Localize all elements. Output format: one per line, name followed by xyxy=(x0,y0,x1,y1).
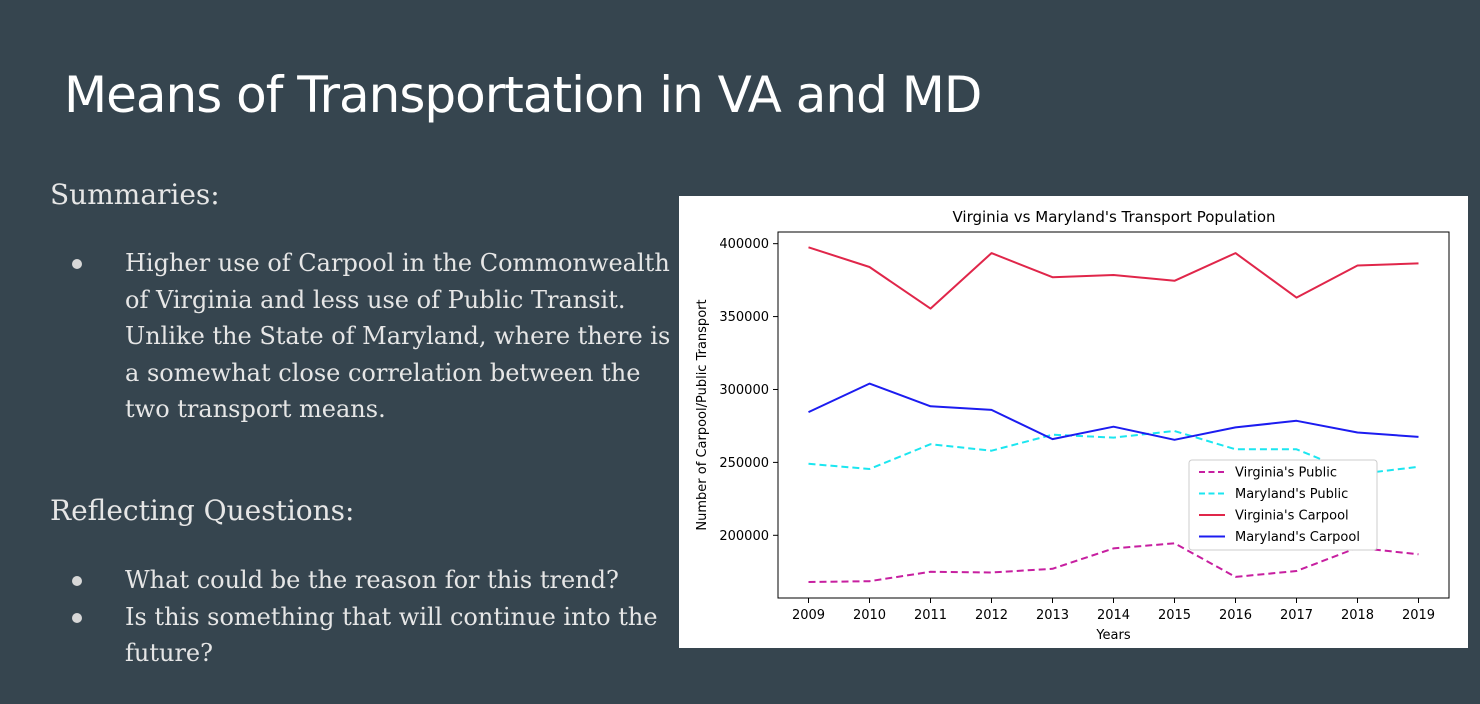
x-tick-label: 2014 xyxy=(1097,608,1130,623)
series-line xyxy=(808,382,1419,441)
chart-title: Virginia vs Maryland's Transport Populat… xyxy=(952,208,1275,226)
x-axis: 2009 2010 2011 2012 2013 2014 2015 2016 2017 2018… xyxy=(792,598,1435,623)
list-item: Is this something that will continue int… xyxy=(70,599,670,672)
y-axis-label: Number of Carpool/Public Transport xyxy=(695,299,710,530)
slide-title: Means of Transportation in VA and MD xyxy=(64,66,982,124)
legend: Virginia's Public Maryland's Public Virgin… xyxy=(1188,459,1378,551)
x-tick-label: 2018 xyxy=(1341,608,1374,623)
chart-container: Virginia vs Maryland's Transport Populat… xyxy=(679,196,1468,648)
summaries-heading: Summaries: xyxy=(50,178,220,211)
x-tick-label: 2017 xyxy=(1280,608,1313,623)
x-tick-label: 2010 xyxy=(853,608,886,623)
x-axis-label: Years xyxy=(1095,628,1131,643)
x-tick-label: 2019 xyxy=(1402,608,1435,623)
series-lines xyxy=(808,246,1419,583)
legend-label: Virginia's Carpool xyxy=(1235,509,1349,524)
summary-text: Higher use of Carpool in the Commonwealt… xyxy=(125,249,671,423)
list-item: Higher use of Carpool in the Commonwealt… xyxy=(70,245,690,428)
y-axis: 200000 250000 300000 350000 400000 xyxy=(719,237,778,544)
questions-list: What could be the reason for this trend?… xyxy=(70,562,670,672)
y-tick-label: 200000 xyxy=(719,529,769,544)
legend-label: Maryland's Public xyxy=(1235,487,1348,502)
x-tick-label: 2012 xyxy=(975,608,1008,623)
questions-heading: Reflecting Questions: xyxy=(50,494,355,527)
legend-label: Virginia's Public xyxy=(1235,466,1337,481)
x-tick-label: 2016 xyxy=(1219,608,1252,623)
bullet-icon xyxy=(72,259,82,269)
x-tick-label: 2013 xyxy=(1036,608,1069,623)
x-tick-label: 2009 xyxy=(792,608,825,623)
question-text: What could be the reason for this trend? xyxy=(125,566,619,594)
x-tick-label: 2011 xyxy=(914,608,947,623)
y-tick-label: 300000 xyxy=(719,383,769,398)
line-chart: Virginia vs Maryland's Transport Populat… xyxy=(695,208,1450,643)
series-line xyxy=(808,246,1419,310)
bullet-icon xyxy=(72,576,82,586)
summaries-list: Higher use of Carpool in the Commonwealt… xyxy=(70,245,690,428)
list-item: What could be the reason for this trend? xyxy=(70,562,670,599)
y-tick-label: 350000 xyxy=(719,310,769,325)
series-line xyxy=(808,542,1419,583)
legend-box xyxy=(1188,459,1378,551)
question-text: Is this something that will continue int… xyxy=(125,602,658,668)
y-tick-label: 400000 xyxy=(719,237,769,252)
legend-label: Maryland's Carpool xyxy=(1235,530,1360,545)
y-tick-label: 250000 xyxy=(719,456,769,471)
series-line xyxy=(808,430,1419,476)
x-tick-label: 2015 xyxy=(1158,608,1191,623)
bullet-icon xyxy=(72,612,82,623)
